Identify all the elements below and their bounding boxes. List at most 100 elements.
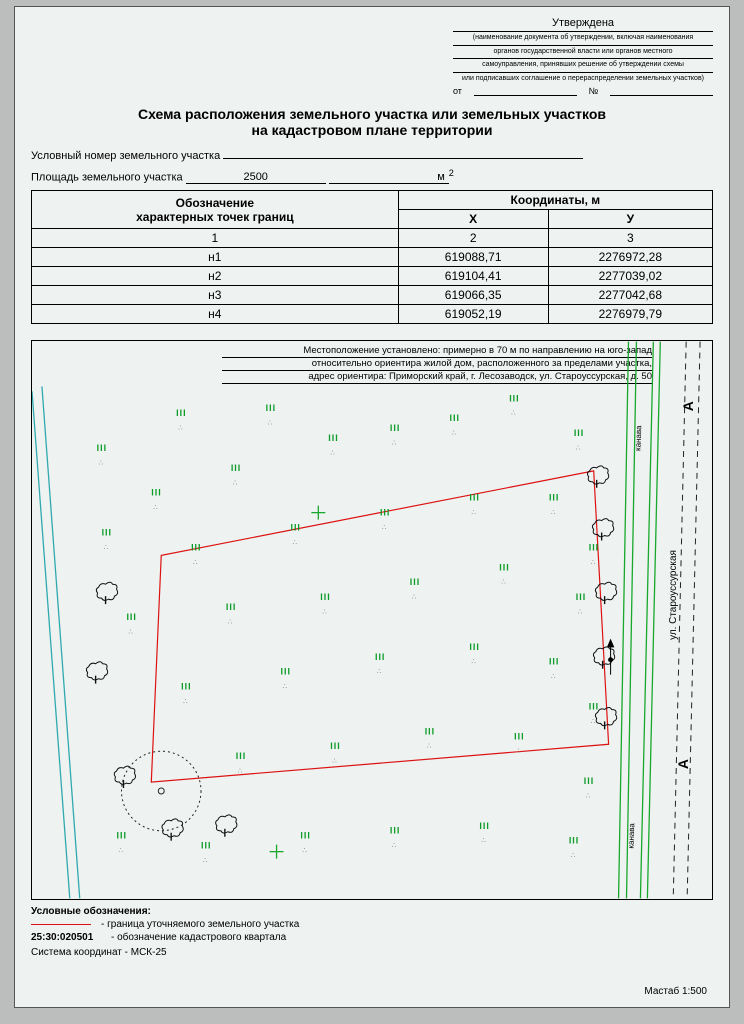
svg-text:канава: канава: [633, 425, 643, 451]
svg-text:III: III: [181, 682, 191, 692]
svg-text:∴: ∴: [153, 505, 158, 512]
svg-text:III: III: [320, 593, 330, 603]
svg-text:∴: ∴: [392, 440, 397, 447]
approval-sub2: органов государственной власти или орган…: [453, 48, 713, 56]
svg-text:III: III: [97, 443, 107, 453]
svg-text:III: III: [191, 543, 201, 553]
svg-text:∴: ∴: [481, 838, 486, 845]
svg-text:∴: ∴: [99, 460, 104, 467]
legend: Условные обозначения: - граница уточняем…: [31, 906, 713, 943]
svg-text:∴: ∴: [586, 793, 591, 800]
svg-text:III: III: [450, 414, 460, 424]
svg-text:III: III: [589, 702, 599, 712]
svg-text:III: III: [499, 563, 509, 573]
svg-text:∴: ∴: [118, 848, 123, 855]
svg-text:∴: ∴: [576, 445, 581, 452]
svg-text:∴: ∴: [516, 749, 521, 756]
table-row: н4619052,192276979,79: [32, 305, 713, 324]
approval-head: Утверждена: [453, 17, 713, 29]
map-scale: Мастаб 1:500: [644, 986, 707, 997]
svg-text:∴: ∴: [591, 560, 596, 567]
svg-text:III: III: [330, 742, 340, 752]
svg-text:III: III: [425, 727, 435, 737]
svg-text:∴: ∴: [228, 619, 233, 626]
table-row: н3619066,352277042,68: [32, 286, 713, 305]
legend-red-line-icon: [31, 924, 91, 925]
svg-text:III: III: [390, 826, 400, 836]
coord-table: Обозначениехарактерных точек границ Коор…: [31, 190, 713, 324]
coord-system: Система координат - МСК-25: [31, 947, 713, 958]
svg-text:III: III: [479, 821, 489, 831]
svg-text:III: III: [126, 612, 136, 622]
table-row: н1619088,712276972,28: [32, 248, 713, 267]
th-sub1: 1: [32, 229, 399, 248]
svg-text:III: III: [410, 578, 420, 588]
svg-text:III: III: [469, 642, 479, 652]
svg-text:III: III: [574, 428, 584, 438]
th-sub2: 2: [398, 229, 548, 248]
svg-text:III: III: [375, 652, 385, 662]
svg-text:III: III: [231, 463, 241, 473]
svg-text:III: III: [569, 836, 579, 846]
approval-sub1: (наименование документа об утверждении, …: [453, 34, 713, 42]
th-sub3: 3: [548, 229, 712, 248]
svg-text:∴: ∴: [452, 430, 457, 437]
svg-text:III: III: [117, 831, 127, 841]
svg-text:∴: ∴: [332, 759, 337, 766]
svg-text:∴: ∴: [511, 411, 516, 418]
svg-text:∴: ∴: [571, 853, 576, 860]
svg-text:III: III: [151, 488, 161, 498]
svg-text:∴: ∴: [591, 719, 596, 726]
svg-text:∴: ∴: [178, 426, 183, 433]
row-cond-number: Условный номер земельного участка: [31, 150, 713, 162]
svg-text:III: III: [290, 523, 300, 533]
svg-text:∴: ∴: [183, 699, 188, 706]
svg-text:III: III: [584, 776, 594, 786]
svg-text:∴: ∴: [203, 858, 208, 865]
svg-text:III: III: [201, 841, 211, 851]
svg-text:∴: ∴: [302, 848, 307, 855]
svg-text:∴: ∴: [233, 480, 238, 487]
legend-cadastre-number: 25:30:020501: [31, 932, 101, 943]
table-row: н2619104,412277039,02: [32, 267, 713, 286]
approval-date-no: от №: [453, 86, 713, 96]
th-x: X: [398, 210, 548, 229]
svg-text:∴: ∴: [412, 595, 417, 602]
approval-sub3: самоуправления, принявших решение об утв…: [453, 61, 713, 69]
street-label: ул. Староуссурская: [668, 551, 679, 641]
row-area: Площадь земельного участка 2500 м 2: [31, 168, 713, 185]
svg-text:III: III: [226, 602, 236, 612]
svg-text:∴: ∴: [377, 669, 382, 676]
svg-text:III: III: [328, 433, 338, 443]
svg-text:∴: ∴: [238, 769, 243, 776]
svg-text:∴: ∴: [578, 609, 583, 616]
svg-text:III: III: [509, 394, 519, 404]
page-title: Схема расположения земельного участка ил…: [31, 106, 713, 138]
svg-text:III: III: [266, 404, 276, 414]
svg-text:III: III: [102, 528, 112, 538]
svg-text:III: III: [549, 657, 559, 667]
svg-text:III: III: [380, 508, 390, 518]
svg-text:А: А: [680, 402, 696, 412]
svg-text:III: III: [549, 493, 559, 503]
svg-text:III: III: [390, 424, 400, 434]
svg-text:∴: ∴: [427, 744, 432, 751]
svg-text:III: III: [576, 593, 586, 603]
svg-text:∴: ∴: [128, 629, 133, 636]
approval-block: Утверждена (наименование документа об ут…: [453, 17, 713, 96]
document-sheet: Утверждена (наименование документа об ут…: [14, 6, 730, 1008]
svg-text:III: III: [469, 493, 479, 503]
svg-text:∴: ∴: [283, 684, 288, 691]
svg-text:∴: ∴: [193, 560, 198, 567]
svg-text:∴: ∴: [330, 450, 335, 457]
svg-text:∴: ∴: [382, 525, 387, 532]
svg-text:III: III: [514, 732, 524, 742]
svg-text:III: III: [176, 409, 186, 419]
svg-text:∴: ∴: [292, 540, 297, 547]
svg-text:∴: ∴: [471, 510, 476, 517]
svg-text:III: III: [281, 667, 291, 677]
svg-text:∴: ∴: [268, 421, 273, 428]
svg-text:∴: ∴: [322, 609, 327, 616]
cadastral-map: Местоположение установлено: примерно в 7…: [31, 340, 713, 900]
svg-text:∴: ∴: [104, 545, 109, 552]
